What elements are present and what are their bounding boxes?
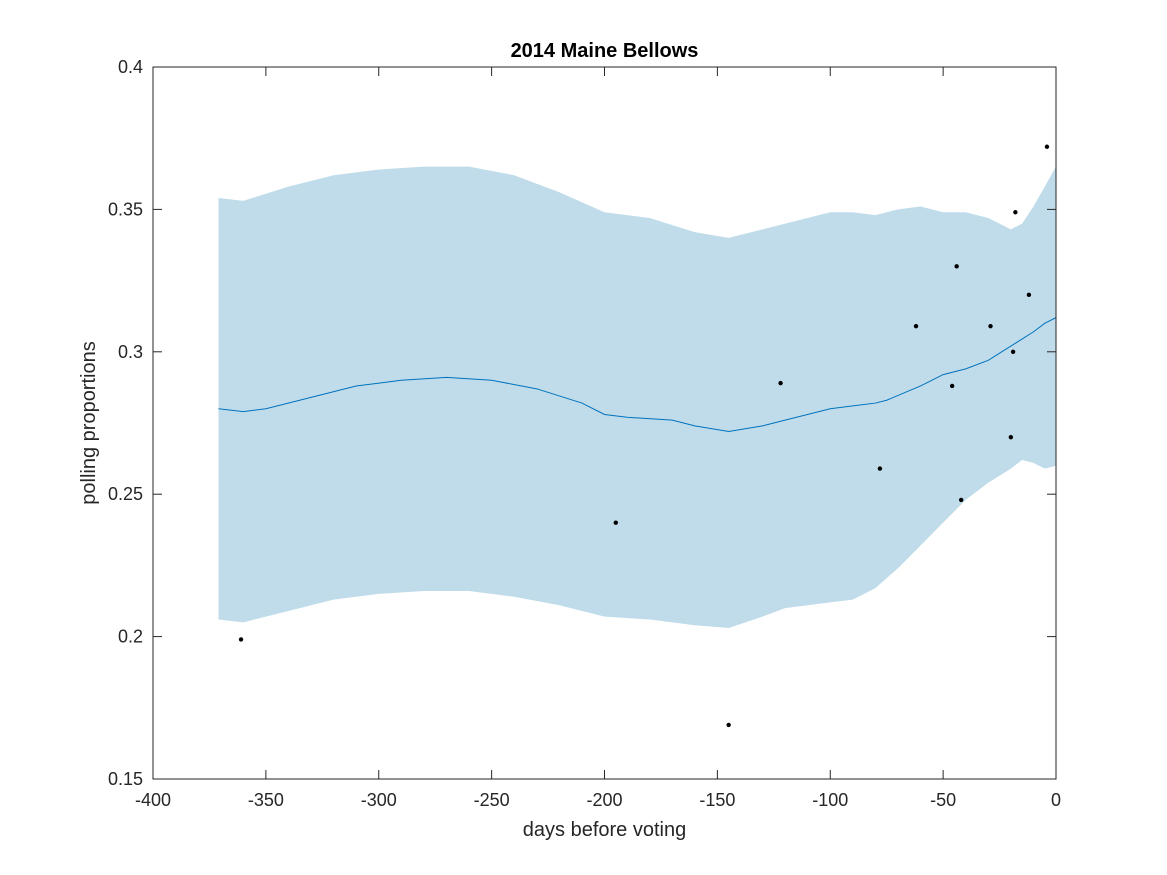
chart-title: 2014 Maine Bellows bbox=[511, 40, 699, 62]
poll-point bbox=[958, 497, 964, 503]
x-tick-label: -250 bbox=[474, 790, 510, 810]
poll-point bbox=[1008, 435, 1014, 440]
poll-point bbox=[877, 466, 883, 471]
poll-point bbox=[913, 323, 919, 329]
y-tick-label: 0.2 bbox=[118, 627, 143, 647]
x-tick-label: -400 bbox=[135, 790, 171, 810]
poll-point bbox=[238, 637, 244, 642]
x-tick-label: -150 bbox=[699, 790, 735, 810]
y-tick-label: 0.4 bbox=[118, 57, 143, 77]
x-tick-label: 0 bbox=[1051, 790, 1061, 810]
poll-point bbox=[1044, 144, 1050, 149]
y-axis-label: polling proportions bbox=[78, 341, 100, 504]
poll-point bbox=[1026, 292, 1032, 298]
x-tick-label: -50 bbox=[930, 790, 956, 810]
y-ticks: 0.15 0.2 0.25 0.3 0.35 0.4 bbox=[108, 57, 1056, 789]
poll-point bbox=[988, 323, 993, 329]
poll-point bbox=[1010, 349, 1016, 354]
poll-point bbox=[954, 264, 959, 269]
y-tick-label: 0.35 bbox=[108, 199, 143, 219]
confidence-band bbox=[218, 166, 1056, 629]
poll-point bbox=[949, 383, 955, 389]
trend-line bbox=[218, 317, 1057, 433]
y-tick-label: 0.25 bbox=[108, 484, 143, 504]
poll-points bbox=[238, 144, 1050, 728]
y-tick-label: 0.3 bbox=[118, 342, 143, 362]
x-tick-label: -300 bbox=[361, 790, 397, 810]
poll-point bbox=[613, 520, 618, 525]
y-tick-label: 0.15 bbox=[108, 769, 143, 789]
x-axis-label: days before voting bbox=[523, 819, 686, 841]
poll-point bbox=[1013, 210, 1018, 215]
poll-point bbox=[726, 722, 731, 728]
poll-point bbox=[778, 380, 783, 386]
x-ticks: -400 -350 -300 -250 -200 -150 -100 -50 0 bbox=[135, 67, 1061, 810]
x-tick-label: -200 bbox=[586, 790, 622, 810]
x-tick-label: -350 bbox=[248, 790, 284, 810]
x-tick-label: -100 bbox=[812, 790, 848, 810]
plot-area bbox=[218, 144, 1057, 728]
